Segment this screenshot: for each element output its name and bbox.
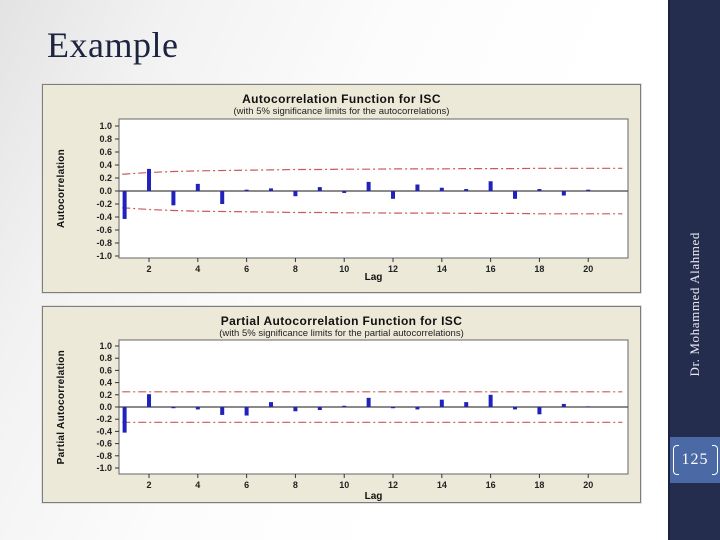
pacf-chart-subtitle: (with 5% significance limits for the par… <box>219 328 464 339</box>
sidebar: Dr. Mohammed Alahmed 125 <box>668 0 720 540</box>
svg-text:18: 18 <box>534 264 544 274</box>
svg-text:6: 6 <box>244 480 249 490</box>
acf-chart-title: Autocorrelation Function for ISC <box>242 92 441 106</box>
left-bracket-icon <box>672 445 679 475</box>
acf-x-axis-label: Lag <box>364 272 383 283</box>
svg-text:20: 20 <box>583 264 593 274</box>
pacf-chart-panel: Partial Autocorrelation Function for ISC… <box>42 306 641 503</box>
svg-text:0.4: 0.4 <box>99 160 112 170</box>
svg-text:-0.6: -0.6 <box>96 225 112 235</box>
right-bracket-icon <box>711 445 718 475</box>
svg-text:16: 16 <box>486 480 496 490</box>
svg-text:1.0: 1.0 <box>99 341 112 351</box>
acf-chart-panel: Autocorrelation Function for ISC (with 5… <box>42 84 641 293</box>
pacf-x-axis-label: Lag <box>364 491 383 502</box>
svg-text:0.8: 0.8 <box>99 134 112 144</box>
pacf-y-axis-label: Partial Autocorrelation <box>55 349 67 465</box>
svg-text:12: 12 <box>388 264 398 274</box>
svg-text:16: 16 <box>486 264 496 274</box>
svg-text:0.6: 0.6 <box>99 365 112 375</box>
svg-text:18: 18 <box>534 480 544 490</box>
acf-y-axis-label: Autocorrelation <box>55 149 67 228</box>
svg-text:0.0: 0.0 <box>99 402 112 412</box>
svg-text:-0.8: -0.8 <box>96 238 112 248</box>
svg-text:14: 14 <box>437 480 447 490</box>
svg-text:-0.6: -0.6 <box>96 439 112 449</box>
svg-text:8: 8 <box>293 480 298 490</box>
svg-text:-0.4: -0.4 <box>96 212 112 222</box>
svg-text:1.0: 1.0 <box>99 121 112 131</box>
svg-text:10: 10 <box>339 264 349 274</box>
pacf-plot: 1.0 0.8 0.6 0.4 0.2 0.0 -0.2 -0.4 -0.6 -0.8 -1.0 2 4… <box>96 339 629 490</box>
svg-text:6: 6 <box>244 264 249 274</box>
svg-text:14: 14 <box>437 264 447 274</box>
svg-text:0.0: 0.0 <box>99 186 112 196</box>
svg-text:-0.2: -0.2 <box>96 199 112 209</box>
page-number-badge: 125 <box>670 437 720 483</box>
svg-text:2: 2 <box>147 264 152 274</box>
svg-text:12: 12 <box>388 480 398 490</box>
svg-text:0.2: 0.2 <box>99 173 112 183</box>
svg-text:0.8: 0.8 <box>99 353 112 363</box>
svg-text:4: 4 <box>195 480 200 490</box>
svg-text:0.2: 0.2 <box>99 390 112 400</box>
svg-text:2: 2 <box>147 480 152 490</box>
svg-text:20: 20 <box>583 480 593 490</box>
acf-chart-subtitle: (with 5% significance limits for the aut… <box>233 106 450 117</box>
page-number: 125 <box>681 451 709 468</box>
svg-text:-1.0: -1.0 <box>96 251 112 261</box>
svg-text:-1.0: -1.0 <box>96 463 112 473</box>
svg-text:10: 10 <box>339 480 349 490</box>
svg-text:0.4: 0.4 <box>99 378 112 388</box>
svg-text:4: 4 <box>195 264 200 274</box>
acf-plot: 1.0 0.8 0.6 0.4 0.2 0.0 -0.2 -0.4 -0.6 -0.8 -1.0 2 4… <box>96 118 629 274</box>
svg-text:-0.8: -0.8 <box>96 451 112 461</box>
page-title: Example <box>47 25 179 65</box>
author-name: Dr. Mohammed Alahmed <box>687 232 702 377</box>
svg-text:0.6: 0.6 <box>99 147 112 157</box>
pacf-chart-title: Partial Autocorrelation Function for ISC <box>220 314 463 328</box>
svg-text:-0.2: -0.2 <box>96 414 112 424</box>
svg-text:8: 8 <box>293 264 298 274</box>
svg-text:-0.4: -0.4 <box>96 426 112 436</box>
